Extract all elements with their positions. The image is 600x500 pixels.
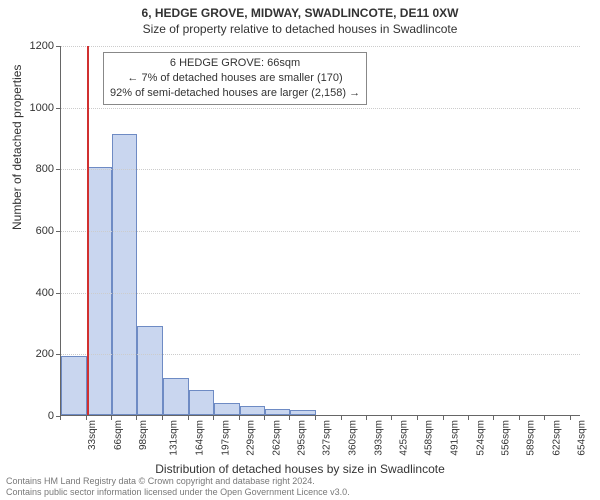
y-tick-mark [56, 108, 61, 109]
y-tick-label: 800 [14, 163, 54, 175]
x-tick-label: 66sqm [113, 420, 124, 450]
x-tick-label: 262sqm [271, 420, 282, 456]
y-axis-label: Number of detached properties [10, 65, 24, 230]
x-tick-mark [417, 415, 418, 420]
x-tick-mark [162, 415, 163, 420]
x-tick-mark [188, 415, 189, 420]
footer-line-1: Contains HM Land Registry data © Crown c… [6, 476, 350, 487]
x-tick-label: 393sqm [373, 420, 384, 456]
x-tick-mark [111, 415, 112, 420]
chart-title-sub: Size of property relative to detached ho… [0, 20, 600, 40]
x-tick-mark [391, 415, 392, 420]
chart-area: 6 HEDGE GROVE: 66sqm← 7% of detached hou… [60, 46, 580, 416]
x-tick-mark [136, 415, 137, 420]
plot-area: 6 HEDGE GROVE: 66sqm← 7% of detached hou… [60, 46, 580, 416]
gridline [61, 46, 580, 47]
gridline [61, 108, 580, 109]
x-tick-mark [264, 415, 265, 420]
y-tick-mark [56, 293, 61, 294]
x-tick-mark [213, 415, 214, 420]
gridline [61, 231, 580, 232]
x-tick-label: 164sqm [195, 420, 206, 456]
y-tick-label: 200 [14, 348, 54, 360]
y-tick-label: 1200 [14, 40, 54, 52]
x-tick-label: 33sqm [87, 420, 98, 450]
x-tick-label: 295sqm [297, 420, 308, 456]
y-tick-mark [56, 354, 61, 355]
x-tick-label: 524sqm [475, 420, 486, 456]
annotation-line: 6 HEDGE GROVE: 66sqm [110, 56, 360, 71]
histogram-bar [214, 403, 240, 415]
y-tick-mark [56, 46, 61, 47]
x-tick-mark [239, 415, 240, 420]
x-tick-label: 360sqm [348, 420, 359, 456]
reference-line [87, 46, 89, 415]
x-tick-mark [86, 415, 87, 420]
x-tick-label: 327sqm [322, 420, 333, 456]
chart-title-main: 6, HEDGE GROVE, MIDWAY, SWADLINCOTE, DE1… [0, 0, 600, 20]
x-tick-mark [341, 415, 342, 420]
x-axis-label: Distribution of detached houses by size … [0, 462, 600, 476]
footer-attribution: Contains HM Land Registry data © Crown c… [6, 476, 350, 498]
x-tick-mark [468, 415, 469, 420]
gridline [61, 293, 580, 294]
x-tick-mark [493, 415, 494, 420]
x-tick-label: 197sqm [220, 420, 231, 456]
histogram-bar [189, 390, 214, 415]
y-tick-label: 400 [14, 287, 54, 299]
histogram-bar [87, 167, 112, 415]
x-tick-mark [443, 415, 444, 420]
x-tick-label: 229sqm [245, 420, 256, 456]
y-tick-label: 0 [14, 410, 54, 422]
x-tick-label: 131sqm [169, 420, 180, 456]
annotation-box: 6 HEDGE GROVE: 66sqm← 7% of detached hou… [103, 52, 367, 105]
histogram-bar [290, 410, 316, 415]
x-tick-label: 622sqm [552, 420, 563, 456]
histogram-bar [61, 356, 87, 415]
x-tick-label: 556sqm [500, 420, 511, 456]
footer-line-2: Contains public sector information licen… [6, 487, 350, 498]
x-tick-label: 491sqm [450, 420, 461, 456]
x-tick-label: 458sqm [424, 420, 435, 456]
x-tick-mark [289, 415, 290, 420]
histogram-bar [163, 378, 189, 415]
x-tick-mark [315, 415, 316, 420]
x-tick-label: 589sqm [526, 420, 537, 456]
x-tick-label: 98sqm [138, 420, 149, 450]
annotation-line: ← 7% of detached houses are smaller (170… [110, 71, 360, 86]
x-tick-mark [60, 415, 61, 420]
histogram-bar [240, 406, 266, 415]
x-tick-label: 425sqm [398, 420, 409, 456]
x-tick-mark [366, 415, 367, 420]
y-tick-label: 600 [14, 225, 54, 237]
histogram-bar [112, 134, 138, 415]
x-tick-mark [544, 415, 545, 420]
x-tick-mark [519, 415, 520, 420]
histogram-bar [265, 409, 290, 415]
histogram-bar [137, 326, 163, 415]
gridline [61, 354, 580, 355]
x-tick-label: 654sqm [577, 420, 588, 456]
annotation-line: 92% of semi-detached houses are larger (… [110, 86, 360, 101]
gridline [61, 169, 580, 170]
y-tick-label: 1000 [14, 102, 54, 114]
x-tick-mark [570, 415, 571, 420]
y-tick-mark [56, 169, 61, 170]
y-tick-mark [56, 231, 61, 232]
